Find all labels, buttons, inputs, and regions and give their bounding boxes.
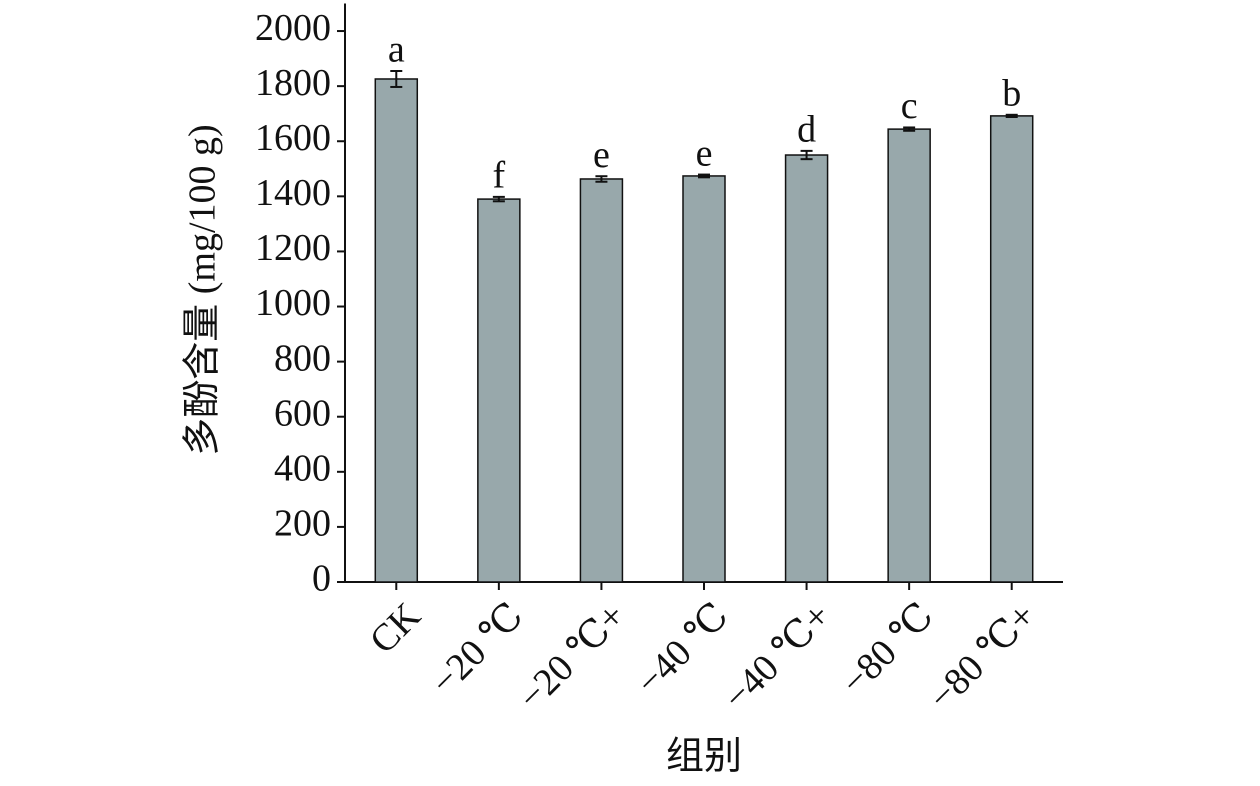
significance-letter: b xyxy=(1002,73,1021,115)
y-axis-label: 多酚含量 (mg/100 g) xyxy=(182,124,224,455)
x-tick-label: −20 ℃+ xyxy=(510,595,634,719)
bar xyxy=(682,175,726,583)
bar xyxy=(989,115,1034,583)
y-tick-label: 1200 xyxy=(255,227,331,269)
y-tick-label: 1800 xyxy=(255,62,331,104)
y-tick-label: 1000 xyxy=(255,282,331,324)
significance-letter: f xyxy=(493,155,506,197)
bar xyxy=(477,198,521,583)
significance-letter: c xyxy=(901,85,918,127)
significance-letter: e xyxy=(696,132,713,174)
y-tick-label: 200 xyxy=(274,503,331,545)
bar xyxy=(579,178,624,583)
x-tick-label: −40 ℃+ xyxy=(715,595,839,719)
bar xyxy=(374,78,419,583)
y-tick-label: 1600 xyxy=(255,117,331,159)
x-tick-label: −80 ℃+ xyxy=(921,595,1045,719)
significance-letter: e xyxy=(593,134,610,176)
x-axis-label: 组别 xyxy=(666,736,742,778)
y-tick-label: 1400 xyxy=(255,172,331,214)
bar xyxy=(784,154,829,583)
significance-letter: d xyxy=(797,109,816,151)
y-tick-label: 800 xyxy=(274,337,331,379)
significance-letter: a xyxy=(388,29,405,71)
x-tick-label: CK xyxy=(362,594,429,661)
y-tick-label: 0 xyxy=(312,558,331,600)
y-tick-label: 600 xyxy=(274,392,331,434)
bar xyxy=(887,128,931,583)
y-tick-label: 2000 xyxy=(255,7,331,49)
y-tick-label: 400 xyxy=(274,448,331,490)
